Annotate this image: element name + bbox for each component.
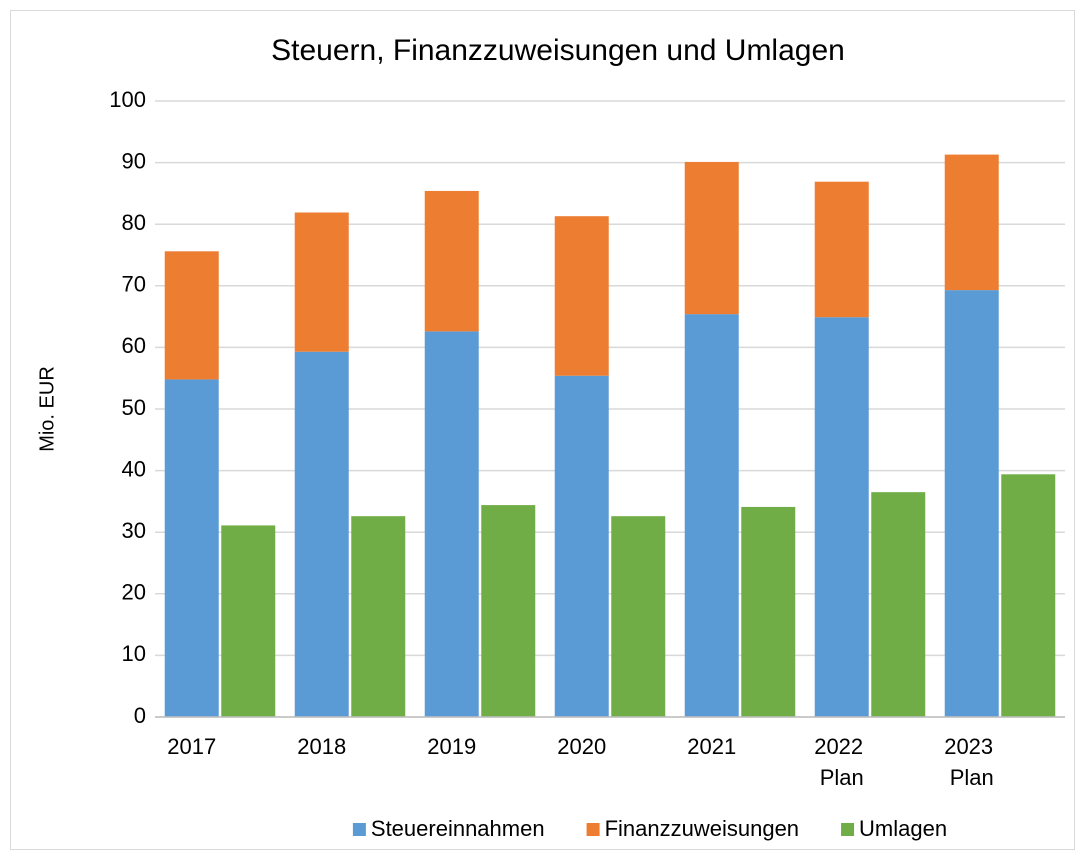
bar	[164, 251, 219, 380]
bar	[554, 216, 609, 376]
bar	[741, 506, 796, 717]
chart-title: Steuern, Finanzzuweisungen und Umlagen	[271, 34, 845, 67]
legend-swatch	[352, 823, 366, 836]
bar	[294, 212, 349, 352]
bar	[554, 375, 609, 717]
bar	[814, 317, 869, 717]
y-tick-label: 90	[122, 148, 146, 173]
y-tick-label: 10	[122, 641, 146, 666]
bar	[871, 492, 926, 717]
x-tick-label: 2018	[297, 734, 346, 759]
x-tick-label: 2023 Plan	[944, 734, 999, 790]
x-tick-label: 2019	[427, 734, 476, 759]
bar	[1001, 474, 1056, 717]
x-tick-label: 2020	[557, 734, 606, 759]
legend-swatch	[586, 823, 600, 836]
x-tick-label: 2017	[167, 734, 216, 759]
y-tick-label: 30	[122, 518, 146, 543]
y-tick-label: 70	[122, 272, 146, 297]
y-tick-label: 60	[122, 333, 146, 358]
y-tick-label: 100	[109, 87, 146, 112]
legend-swatch	[841, 823, 855, 836]
bar	[944, 154, 999, 291]
bar	[294, 351, 349, 717]
bar	[684, 314, 739, 717]
legend-label: Umlagen	[859, 816, 947, 841]
x-tick-label: 2022 Plan	[814, 734, 869, 790]
y-tick-label: 0	[134, 703, 146, 728]
legend-label: Steuereinnahmen	[371, 816, 545, 841]
bar	[684, 161, 739, 315]
bar	[351, 516, 406, 717]
y-tick-label: 40	[122, 456, 146, 481]
y-tick-label: 80	[122, 210, 146, 235]
bar	[424, 190, 479, 332]
legend-label: Finanzzuweisungen	[605, 816, 799, 841]
bar	[221, 525, 276, 717]
x-tick-label: 2021	[687, 734, 736, 759]
bar	[611, 516, 666, 717]
y-tick-label: 50	[122, 395, 146, 420]
y-axis-label: Mio. EUR	[36, 366, 58, 452]
bar	[814, 181, 869, 318]
bar	[481, 505, 536, 717]
bar	[424, 331, 479, 717]
bar	[944, 290, 999, 717]
bar	[164, 379, 219, 717]
y-tick-label: 20	[122, 580, 146, 605]
